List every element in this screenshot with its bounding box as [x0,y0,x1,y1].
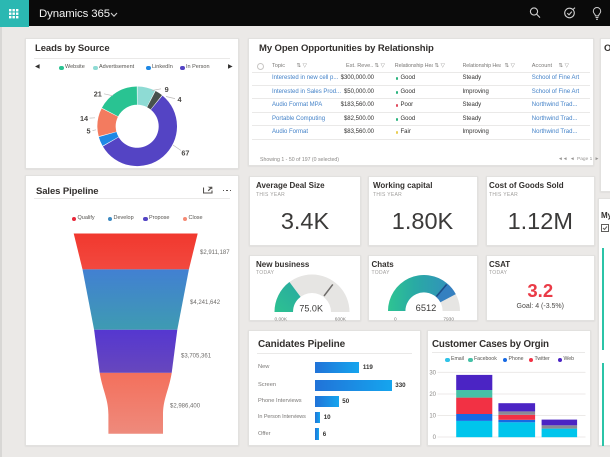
svg-text:20: 20 [429,392,436,398]
svg-text:0: 0 [432,435,436,441]
svg-text:21: 21 [94,90,102,99]
svg-text:7930: 7930 [443,317,454,323]
svg-text:0.00K: 0.00K [274,317,287,323]
svg-text:9: 9 [165,85,169,94]
svg-text:67: 67 [181,148,189,157]
svg-text:$4,241,642: $4,241,642 [190,300,221,306]
svg-text:4: 4 [177,95,182,104]
svg-text:75.0K: 75.0K [299,304,323,314]
svg-text:5: 5 [86,127,90,136]
svg-text:14: 14 [80,114,89,123]
svg-text:0: 0 [394,317,397,323]
svg-text:$2,911,187: $2,911,187 [200,250,230,256]
svg-text:$2,986,400: $2,986,400 [170,404,201,410]
svg-text:10: 10 [429,414,436,420]
svg-text:$3,705,361: $3,705,361 [181,354,212,360]
svg-text:600K: 600K [334,317,346,323]
svg-text:30: 30 [429,370,436,376]
svg-text:6512: 6512 [415,303,436,313]
